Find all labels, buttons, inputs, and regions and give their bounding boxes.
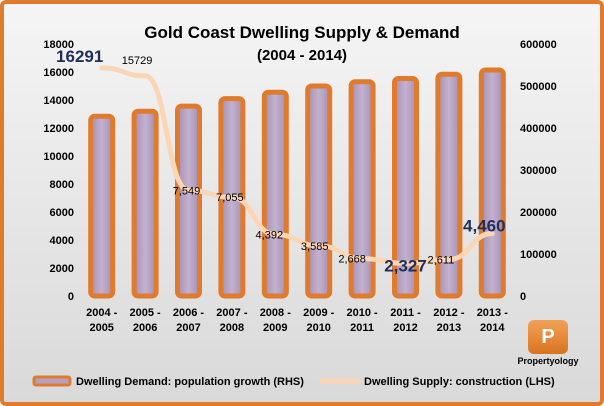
x-axis-category-label: 2008 <box>220 322 244 334</box>
x-axis-category-label: 2006 - <box>173 307 205 319</box>
x-axis-category-label: 2006 <box>133 322 157 334</box>
left-axis-tick-label: 16000 <box>43 67 74 79</box>
supply-data-label: 7,549 <box>173 185 201 197</box>
x-axis-category-label: 2013 - <box>477 307 509 319</box>
x-axis-category-label: 2007 - <box>216 307 248 319</box>
supply-line <box>99 65 495 266</box>
demand-bar <box>131 108 159 299</box>
x-axis-category-label: 2011 - <box>390 307 421 319</box>
x-axis-category-label: 2012 - <box>433 307 465 319</box>
supply-data-label: 2,668 <box>338 254 366 266</box>
right-axis-tick-label: 0 <box>520 291 526 303</box>
supply-data-label: 7,055 <box>216 192 244 204</box>
left-axis-tick-label: 12000 <box>43 123 74 135</box>
data-labels: 16291 15729 7,549 7,055 4,392 3,585 2,668 2,327… <box>56 47 506 275</box>
line-series <box>99 65 495 266</box>
chart-title: Gold Coast Dwelling Supply & Demand <box>144 23 459 42</box>
x-axis-category-label: 2013 <box>437 322 461 334</box>
chart: Gold Coast Dwelling Supply & Demand (200… <box>32 23 557 388</box>
x-axis-category-label: 2010 - <box>346 307 378 319</box>
x-axis-category-label: 2009 <box>263 322 287 334</box>
demand-bar <box>305 83 333 299</box>
x-axis-category-label: 2009 - <box>303 307 335 319</box>
demand-bar <box>392 75 419 299</box>
right-axis-tick-label: 100000 <box>520 249 557 261</box>
propertyology-logo: P Propertyology <box>516 320 580 372</box>
chart-subtitle: (2004 - 2014) <box>257 47 347 64</box>
x-axis-category-label: 2012 <box>393 322 417 334</box>
legend: Dwelling Demand: population growth (RHS)… <box>32 375 555 388</box>
left-axis-tick-label: 2000 <box>50 263 74 275</box>
demand-bar <box>348 79 376 299</box>
left-axis-tick-label: 18000 <box>43 39 74 51</box>
supply-data-label: 3,585 <box>301 241 329 253</box>
supply-data-label: 15729 <box>122 55 153 67</box>
x-axis-category-label: 2004 - <box>86 307 118 319</box>
demand-bar <box>175 103 202 299</box>
supply-data-label-highlight: 2,327 <box>384 256 427 275</box>
demand-bar <box>478 67 506 299</box>
x-axis-category-label: 2014 <box>480 322 505 334</box>
left-axis-tick-label: 8000 <box>50 179 74 191</box>
supply-data-label: 2,611 <box>428 254 455 266</box>
supply-data-label-highlight: 4,460 <box>463 217 506 236</box>
supply-data-label-highlight: 16291 <box>56 47 103 66</box>
left-axis-tick-label: 0 <box>68 291 74 303</box>
x-axis-category-label: 2005 <box>89 322 113 334</box>
demand-bar <box>261 89 289 299</box>
right-axis-tick-label: 200000 <box>520 207 557 219</box>
x-axis-category-label: 2010 <box>306 322 330 334</box>
x-axis-category-label: 2011 <box>350 322 374 334</box>
axes: 0 2000 4000 6000 8000 10000 12000 14000 16000 180… <box>43 39 556 334</box>
x-axis-category-label: 2007 <box>176 322 200 334</box>
left-axis-tick-label: 4000 <box>50 235 74 247</box>
right-axis-tick-label: 600000 <box>520 39 557 51</box>
legend-swatch-demand <box>32 375 72 387</box>
right-axis-tick-label: 300000 <box>520 165 557 177</box>
demand-bar <box>88 113 116 299</box>
left-axis-tick-label: 10000 <box>43 151 74 163</box>
left-axis-tick-label: 14000 <box>43 95 74 107</box>
right-axis-tick-label: 500000 <box>520 81 557 93</box>
logo-mark: P <box>528 320 568 354</box>
demand-bar <box>435 71 463 299</box>
right-axis-tick-label: 400000 <box>520 123 557 135</box>
supply-data-label: 4,392 <box>256 230 284 242</box>
x-axis-category-label: 2005 - <box>129 307 161 319</box>
logo-brand-text: Propertyology <box>517 356 579 366</box>
left-axis-tick-label: 6000 <box>50 207 74 219</box>
legend-label-demand: Dwelling Demand: population growth (RHS) <box>76 376 304 388</box>
x-axis-category-label: 2008 - <box>260 307 292 319</box>
legend-label-supply: Dwelling Supply: construction (LHS) <box>364 376 555 388</box>
